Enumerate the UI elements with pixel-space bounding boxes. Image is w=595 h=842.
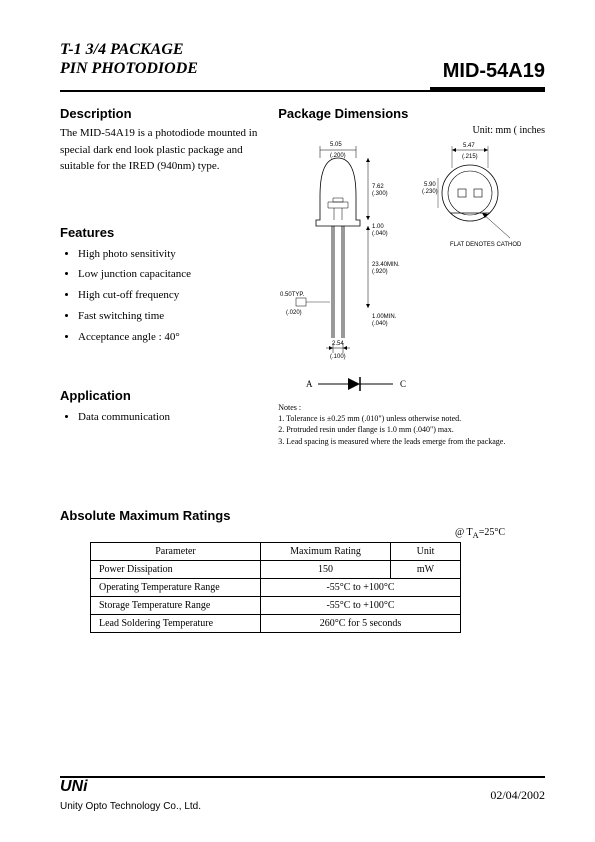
part-number: MID-54A19 — [443, 60, 545, 84]
dim-flange-in: (.040) — [372, 231, 388, 237]
content-columns: Description The MID-54A19 is a photodiod… — [60, 106, 545, 468]
dim-body-h-in: (.300) — [372, 191, 388, 197]
table-row: Storage Temperature Range -55°C to +100°… — [91, 596, 461, 614]
dim-top-od-in: (.215) — [462, 154, 478, 160]
feature-item: High photo sensitivity — [78, 244, 268, 265]
dim-lead-len: 23.40MIN. — [372, 262, 400, 268]
left-column: Description The MID-54A19 is a photodiod… — [60, 106, 278, 468]
title-line-2: PIN PHOTODIODE — [60, 60, 198, 77]
footer-left: UNi Unity Opto Technology Co., Ltd. — [60, 778, 545, 814]
feature-item: Acceptance angle : 40° — [78, 327, 268, 348]
col-rating: Maximum Rating — [261, 542, 391, 560]
diode-symbol: A C — [298, 374, 545, 396]
table-header-row: Parameter Maximum Rating Unit — [91, 542, 461, 560]
features-list: High photo sensitivity Low junction capa… — [60, 244, 268, 348]
company-name: Unity Opto Technology Co., Ltd. — [60, 801, 201, 812]
flat-note: FLAT DENOTES CATHOD — [450, 242, 522, 248]
feature-item: Fast switching time — [78, 306, 268, 327]
cond-val: =25°C — [479, 527, 505, 538]
dim-body-w-in: (.200) — [330, 153, 346, 159]
company-logo: UNi — [60, 778, 88, 795]
ratings-condition: @ TA=25°C — [60, 527, 505, 540]
dim-lead-tip: 1.00MIN. — [372, 314, 397, 320]
ratings-heading: Absolute Maximum Ratings — [60, 508, 545, 523]
dim-body-w: 5.05 — [330, 142, 342, 148]
dimension-unit: Unit: mm ( inches — [278, 125, 545, 136]
cell-param: Operating Temperature Range — [91, 578, 261, 596]
ratings-section: Absolute Maximum Ratings @ TA=25°C Param… — [60, 508, 545, 633]
note-item: 3. Lead spacing is measured where the le… — [278, 436, 545, 447]
notes-heading: Notes : — [278, 402, 545, 413]
cell-rating: -55°C to +100°C — [261, 596, 461, 614]
right-column: Package Dimensions Unit: mm ( inches — [278, 106, 545, 468]
led-side-view: 5.05 (.200) 7.62 (.300) 1.00 (.040) 23.4… — [278, 138, 408, 368]
title-line-1: T-1 3/4 PACKAGE — [60, 41, 184, 58]
part-underline — [430, 87, 545, 90]
package-diagram: 5.05 (.200) 7.62 (.300) 1.00 (.040) 23.4… — [278, 138, 545, 368]
col-unit: Unit — [391, 542, 461, 560]
cell-rating: 260°C for 5 seconds — [261, 614, 461, 632]
cell-param: Storage Temperature Range — [91, 596, 261, 614]
datasheet-page: T-1 3/4 PACKAGE PIN PHOTODIODE MID-54A19… — [0, 0, 595, 653]
application-list: Data communication — [60, 407, 268, 428]
dim-lead-sq: 0.50TYP. — [280, 292, 305, 298]
feature-item: Low junction capacitance — [78, 264, 268, 285]
dim-top-id: 5.90 — [424, 182, 436, 188]
dim-top-id-in: (.230) — [422, 189, 438, 195]
dim-lead-sp-in: (.100) — [330, 354, 346, 360]
page-footer: UNi Unity Opto Technology Co., Ltd. 02/0… — [60, 776, 545, 814]
application-section: Application Data communication — [60, 388, 268, 428]
dim-lead-sp: 2.54 — [332, 341, 344, 347]
dim-lead-sq-in: (.020) — [286, 310, 302, 316]
note-item: 1. Tolerance is ±0.25 mm (.010") unless … — [278, 413, 545, 424]
cathode-label: C — [400, 379, 406, 389]
cell-rating: -55°C to +100°C — [261, 578, 461, 596]
page-header: T-1 3/4 PACKAGE PIN PHOTODIODE MID-54A19 — [60, 40, 545, 92]
dim-lead-len-in: (.920) — [372, 269, 388, 275]
led-top-view: 5.47 (.215) 5.90 (.230) FLAT DENOTES CAT… — [420, 138, 540, 268]
cell-unit: mW — [391, 560, 461, 578]
ratings-table: Parameter Maximum Rating Unit Power Diss… — [90, 542, 461, 633]
description-text: The MID-54A19 is a photodiode mounted in… — [60, 125, 268, 175]
application-heading: Application — [60, 388, 268, 403]
document-date: 02/04/2002 — [490, 788, 545, 803]
dim-flange: 1.00 — [372, 224, 384, 230]
cond-prefix: @ T — [455, 527, 473, 538]
features-heading: Features — [60, 225, 268, 240]
package-heading: Package Dimensions — [278, 106, 545, 121]
anode-label: A — [306, 379, 313, 389]
table-row: Power Dissipation 150 mW — [91, 560, 461, 578]
application-item: Data communication — [78, 407, 268, 428]
diode-schematic-icon: A C — [298, 374, 418, 394]
table-row: Operating Temperature Range -55°C to +10… — [91, 578, 461, 596]
features-section: Features High photo sensitivity Low junc… — [60, 225, 268, 348]
dim-body-h: 7.62 — [372, 184, 384, 190]
description-heading: Description — [60, 106, 268, 121]
dim-lead-tip-in: (.040) — [372, 321, 388, 327]
cell-param: Lead Soldering Temperature — [91, 614, 261, 632]
package-notes: Notes : 1. Tolerance is ±0.25 mm (.010")… — [278, 402, 545, 447]
feature-item: High cut-off frequency — [78, 285, 268, 306]
note-item: 2. Protruded resin under flange is 1.0 m… — [278, 424, 545, 435]
dim-top-od: 5.47 — [463, 143, 475, 149]
cell-rating: 150 — [261, 560, 391, 578]
cell-param: Power Dissipation — [91, 560, 261, 578]
table-row: Lead Soldering Temperature 260°C for 5 s… — [91, 614, 461, 632]
col-parameter: Parameter — [91, 542, 261, 560]
